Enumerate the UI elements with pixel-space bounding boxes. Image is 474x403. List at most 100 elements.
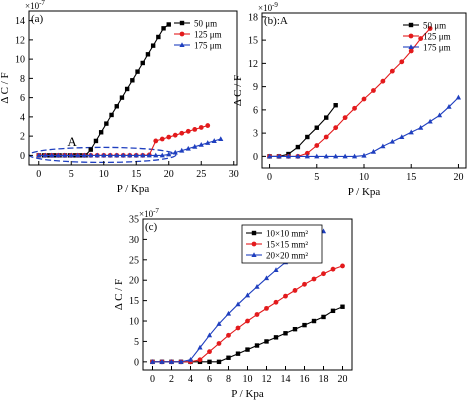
data-point — [145, 52, 151, 57]
y-tick-label: 2 — [20, 132, 25, 143]
data-point — [75, 152, 81, 158]
data-point — [295, 144, 301, 150]
data-point — [235, 325, 241, 331]
data-point — [197, 357, 203, 363]
x-tick-label: 0 — [150, 374, 155, 385]
x-tick-label: 25 — [196, 169, 206, 180]
legend-label: 50 μm — [194, 19, 217, 29]
data-point — [276, 153, 282, 159]
data-point — [399, 59, 405, 65]
x-tick-label: 15 — [406, 172, 416, 183]
legend-label: 10×10 mm² — [266, 229, 308, 239]
legend-label: 15×15 mm² — [266, 240, 308, 250]
legend-label: 125 μm — [423, 32, 451, 42]
x-tick-label: 8 — [226, 374, 231, 385]
series-line — [269, 104, 337, 157]
x-tick-label: 5 — [314, 172, 319, 183]
legend-marker — [179, 20, 185, 26]
data-point — [62, 152, 68, 158]
series-c-0 — [150, 304, 345, 365]
data-point — [333, 103, 338, 108]
data-point — [185, 128, 191, 134]
chart-panel-b: 0 5 10 15 20 0 3 6 9 12 15 18 P / Kpa Δ C / F ×10-9 (b)… — [232, 1, 467, 198]
y-tick-label: 9 — [253, 82, 258, 93]
series-line — [38, 24, 170, 156]
data-point — [273, 335, 279, 340]
data-point — [166, 151, 172, 157]
data-point — [455, 94, 462, 100]
y-tick-label: 15 — [129, 296, 139, 307]
data-point — [198, 125, 204, 130]
data-point — [198, 141, 204, 147]
data-point — [226, 355, 231, 360]
data-point — [314, 153, 320, 159]
data-point — [156, 34, 161, 40]
series-a-0 — [36, 22, 171, 158]
y-tick-label: 0 — [134, 357, 139, 368]
data-point — [418, 36, 424, 41]
legend-marker — [408, 22, 414, 28]
data-point — [88, 152, 94, 158]
y-tick-label: 12 — [15, 35, 25, 46]
data-point — [114, 152, 120, 158]
y-tick-label: 0 — [253, 152, 258, 163]
y-tick-label: 35 — [129, 215, 139, 226]
data-point — [192, 126, 198, 132]
data-point — [323, 153, 329, 159]
legend-label: 175 μm — [423, 43, 451, 53]
data-point — [283, 331, 288, 336]
data-point — [304, 153, 310, 159]
data-point — [127, 152, 133, 158]
axis-exponent-power: -9 — [272, 1, 278, 9]
x-axis-label: P / Kpa — [348, 186, 381, 198]
data-point — [408, 129, 414, 135]
data-point — [273, 299, 279, 305]
x-tick-label: 15 — [131, 169, 141, 180]
data-point — [304, 150, 310, 156]
panel-label: (b):A — [264, 15, 288, 27]
data-point — [436, 112, 443, 118]
data-point — [283, 293, 288, 299]
data-point — [172, 132, 178, 138]
series-line — [269, 28, 431, 157]
data-point — [311, 276, 317, 282]
y-tick-label: 0 — [20, 151, 25, 162]
data-point — [172, 149, 178, 155]
data-point — [314, 143, 320, 148]
data-point — [101, 152, 107, 158]
data-point — [235, 301, 241, 307]
data-point — [225, 310, 232, 316]
data-point — [285, 153, 292, 159]
data-point — [81, 152, 87, 158]
data-point — [361, 96, 367, 102]
data-point — [314, 125, 319, 130]
chart-panel-a: A 0 5 10 15 20 25 30 0 2 4 6 8 10 12 14 P / Kpa Δ C / F ×1… — [0, 0, 239, 195]
legend-marker — [408, 33, 414, 39]
data-point — [211, 138, 217, 143]
data-point — [264, 305, 269, 311]
data-point — [266, 153, 273, 159]
x-tick-label: 20 — [338, 374, 348, 385]
x-tick-label: 30 — [229, 169, 239, 180]
data-point — [321, 314, 326, 320]
data-point — [187, 356, 194, 362]
data-point — [135, 69, 140, 74]
chart-panel-c: 0 2 4 6 8 10 12 14 16 18 20 0 5 10 15 20 25 30 35 P / Kpa Δ … — [113, 207, 353, 400]
data-point — [146, 152, 152, 158]
data-point — [333, 125, 339, 131]
annotation-label: A — [67, 134, 77, 149]
series-line — [152, 306, 343, 363]
data-point — [216, 341, 222, 346]
x-tick-label: 12 — [262, 374, 272, 385]
data-point — [109, 112, 114, 118]
data-point — [380, 78, 386, 84]
data-point — [244, 292, 251, 298]
x-tick-label: 4 — [188, 374, 193, 385]
data-point — [124, 86, 130, 92]
data-point — [311, 318, 317, 324]
data-point — [245, 318, 250, 324]
data-point — [226, 332, 231, 338]
data-point — [330, 308, 336, 314]
